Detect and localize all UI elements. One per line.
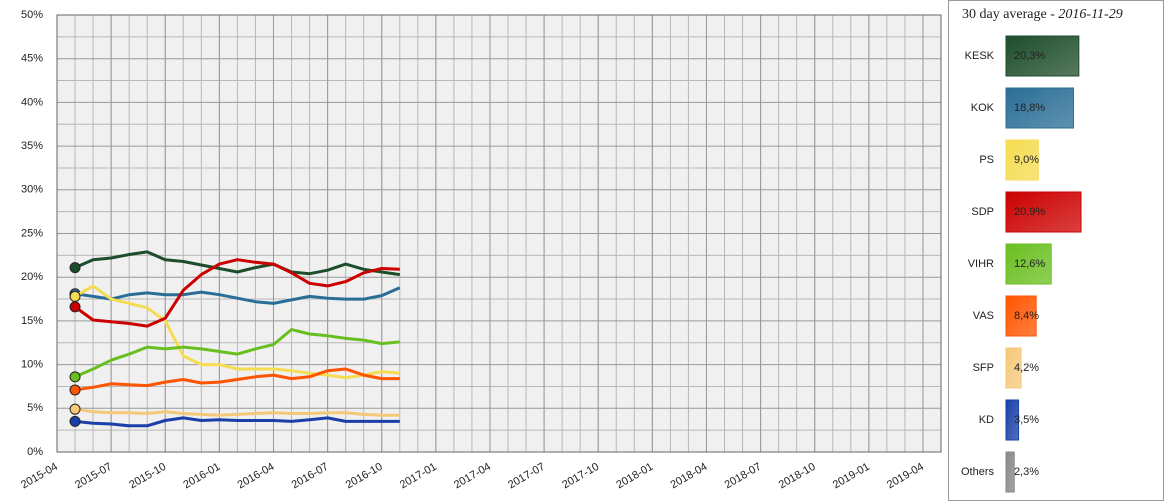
x-tick-label: 2015-07 [73, 461, 114, 492]
value-label: 18,8% [1014, 102, 1045, 114]
start-marker [69, 262, 81, 274]
series-line [74, 284, 400, 380]
x-tick-label: 2016-10 [344, 461, 385, 492]
x-tick-label: 2016-04 [235, 461, 276, 492]
series-line [74, 258, 400, 328]
x-tick-label: 2017-07 [506, 461, 547, 492]
x-tick-label: 2018-04 [668, 461, 709, 492]
panel-title: 30 day average - 2016-11-29 [962, 7, 1123, 22]
series-line [74, 416, 400, 428]
bar [1005, 451, 1015, 493]
x-tick-label: 2018-10 [777, 461, 818, 492]
x-tick-label: 2015-04 [19, 461, 60, 492]
category-label: SDP [971, 206, 994, 218]
y-tick-label: 10% [21, 359, 43, 371]
series-line [74, 286, 401, 305]
start-marker [69, 384, 81, 396]
value-label: 9,0% [1014, 154, 1039, 166]
bar [1005, 87, 1074, 129]
x-tick-label: 2017-04 [452, 461, 493, 492]
subtitle: 2016-11-29 [1058, 7, 1122, 22]
category-label: KOK [971, 102, 995, 114]
x-tick-label: 2019-01 [831, 461, 872, 492]
bar [1005, 399, 1020, 441]
x-tick-label: 2015-10 [127, 461, 168, 492]
y-tick-label: 40% [21, 96, 43, 108]
x-tick-label: 2016-07 [290, 461, 331, 492]
side-panel [948, 0, 1164, 501]
y-tick-label: 20% [21, 271, 43, 283]
category-label: KD [979, 414, 994, 426]
category-label: Others [961, 466, 995, 478]
category-label: KESK [965, 50, 995, 62]
y-tick-label: 30% [21, 184, 43, 196]
x-tick-label: 2019-04 [885, 461, 926, 492]
bar [1005, 35, 1080, 77]
series-line [74, 407, 400, 417]
bar [1005, 139, 1039, 181]
start-marker [69, 403, 81, 415]
series-line [74, 250, 401, 277]
start-marker [69, 290, 81, 302]
series-line [74, 328, 400, 379]
bar [1005, 347, 1022, 389]
y-tick-label: 15% [21, 315, 43, 327]
value-label: 4,2% [1014, 362, 1039, 374]
y-tick-label: 25% [21, 227, 43, 239]
category-label: VAS [973, 310, 994, 322]
y-tick-label: 35% [21, 140, 43, 152]
start-marker [69, 371, 81, 383]
x-tick-label: 2017-01 [398, 461, 439, 492]
value-label: 20,3% [1014, 50, 1045, 62]
y-tick-label: 0% [27, 446, 43, 458]
value-label: 3,5% [1014, 414, 1039, 426]
x-tick-label: 2017-10 [560, 461, 601, 492]
x-tick-label: 2016-01 [181, 461, 222, 492]
category-label: PS [979, 154, 994, 166]
y-tick-label: 50% [21, 9, 43, 21]
value-label: 12,6% [1014, 258, 1045, 270]
value-label: 20,9% [1014, 206, 1045, 218]
start-marker [69, 415, 81, 427]
y-tick-label: 45% [21, 53, 43, 65]
bar [1005, 191, 1082, 233]
x-tick-label: 2018-07 [723, 461, 764, 492]
category-label: VIHR [968, 258, 994, 270]
y-tick-label: 5% [27, 402, 43, 414]
value-label: 2,3% [1014, 466, 1039, 478]
start-marker [69, 301, 81, 313]
value-label: 8,4% [1014, 310, 1039, 322]
series-line [74, 367, 400, 392]
category-label: SFP [973, 362, 994, 374]
bar [1005, 243, 1052, 285]
bar [1005, 295, 1037, 337]
title: 30 day average - [962, 7, 1055, 22]
x-tick-label: 2018-01 [614, 461, 655, 492]
plot-frame [56, 14, 942, 453]
